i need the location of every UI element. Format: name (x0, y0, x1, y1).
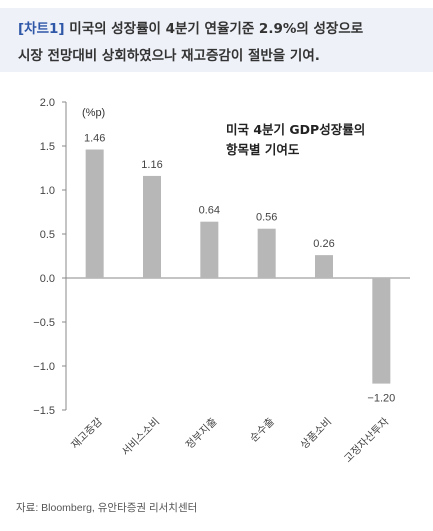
source-note: 자료: Bloomberg, 유안타증권 리서치센터 (16, 502, 198, 514)
data-label: 0.56 (256, 212, 277, 224)
header-line-2: 시장 전망대비 상회하였으나 재고증감이 절반을 기여. (18, 43, 419, 70)
y-tick-label: 0.5 (40, 229, 55, 241)
chart-title-line: 항목별 기여도 (226, 142, 300, 157)
header-line-1: [차트1] 미국의 성장률이 4분기 연율기준 2.9%의 성장으로 (18, 16, 419, 43)
category-label: 고정자산투자 (342, 415, 392, 465)
data-label: 1.46 (84, 133, 105, 145)
data-label: 0.26 (313, 238, 334, 250)
bar-6 (372, 278, 391, 384)
data-label: 0.64 (199, 205, 220, 217)
header-title-2: 시장 전망대비 상회하였으나 재고증감이 절반을 기여. (18, 48, 320, 64)
y-tick-label: 1.0 (40, 185, 55, 197)
y-tick-label: −1.5 (33, 405, 55, 417)
y-tick-label: −0.5 (33, 317, 55, 329)
category-label: 순수출 (248, 415, 277, 444)
bar-3 (200, 221, 219, 278)
bar-2 (143, 175, 161, 278)
data-label: 1.16 (141, 159, 162, 171)
chart-header: [차트1] 미국의 성장률이 4분기 연율기준 2.9%의 성장으로 시장 전망… (0, 8, 433, 72)
y-tick-label: 2.0 (40, 97, 55, 109)
category-label: 정부지출 (184, 415, 220, 451)
y-tick-label: 0.0 (40, 273, 55, 285)
y-tick-label: 1.5 (40, 141, 55, 153)
category-label: 서비스소비 (119, 416, 162, 459)
category-label: 상품소비 (298, 416, 334, 452)
bar-4 (257, 228, 276, 278)
data-label: −1.20 (367, 393, 395, 405)
unit-label: (%p) (82, 107, 105, 119)
chart-tag: [차트1] (18, 21, 65, 37)
header-title-1: 미국의 성장률이 4분기 연율기준 2.9%의 성장으로 (69, 21, 364, 37)
bar-5 (315, 255, 333, 278)
bar-1 (85, 149, 104, 278)
chart-title-line: 미국 4분기 GDP성장률의 (226, 122, 365, 137)
y-tick-label: −1.0 (33, 361, 55, 373)
category-label: 재고증감 (69, 415, 105, 451)
